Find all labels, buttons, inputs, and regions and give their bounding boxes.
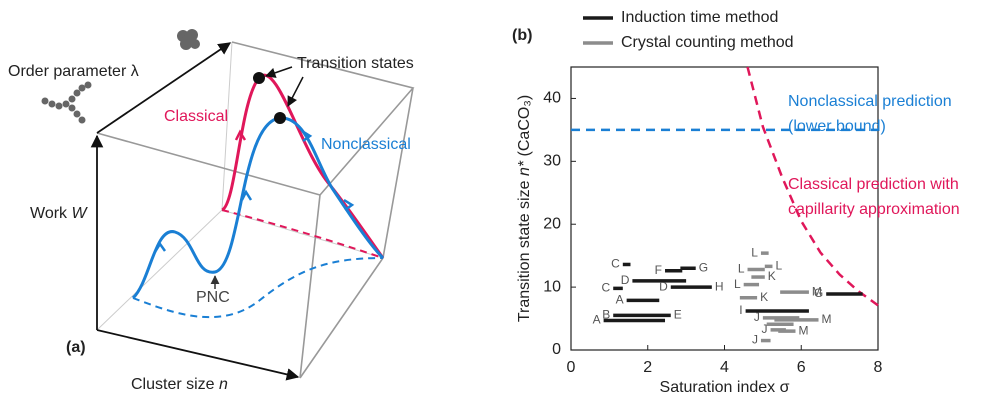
segment-label: J	[754, 310, 760, 324]
transition-state-dot	[253, 72, 265, 84]
work-variable: W	[72, 205, 89, 222]
panel-label: (a)	[66, 339, 86, 356]
y-tick-label: 0	[552, 341, 561, 358]
work-label: Work W	[30, 205, 89, 222]
segment-label: C	[602, 281, 611, 295]
y-axis-label: Transition state size n* (CaCO₃)	[516, 95, 533, 322]
cluster-size-text: Cluster size	[131, 376, 215, 393]
x-tick-label: 4	[720, 359, 729, 376]
segment-label: K	[768, 269, 776, 283]
prediction-annotation: (lower bound)	[788, 118, 886, 135]
x-axis-label: Saturation index σ	[660, 379, 790, 396]
segment-label: G	[699, 260, 708, 274]
pnc-label: PNC	[196, 289, 230, 306]
segment-label: D	[659, 279, 668, 293]
segment-label: F	[655, 263, 662, 277]
segment-label: L	[738, 262, 745, 276]
prediction-line	[746, 66, 879, 307]
transition-states-label: Transition states	[297, 55, 414, 72]
segment-label: J	[752, 333, 758, 347]
y-tick-label: 40	[543, 90, 561, 107]
cluster-icon	[177, 29, 200, 50]
y-tick-label: 30	[543, 153, 561, 170]
prediction-annotation: Classical prediction with	[788, 176, 959, 193]
y-tick-label: 10	[543, 278, 561, 295]
nonclassical-projection	[132, 257, 384, 319]
curve-arrows	[153, 129, 355, 253]
segment-label: B	[602, 308, 610, 322]
cluster-size-variable: n	[219, 376, 228, 393]
segment-label: I	[739, 303, 742, 317]
y-axis-label-unit: (CaCO₃)	[516, 95, 533, 157]
cluster-size-label: Cluster size n	[131, 376, 228, 393]
segment-label: C	[611, 257, 620, 271]
prediction-annotation: capillarity approximation	[788, 201, 960, 218]
classical-curve	[221, 73, 385, 259]
x-tick-label: 0	[567, 359, 576, 376]
segment-label: H	[715, 279, 724, 293]
panel-label: (b)	[512, 27, 532, 44]
prediction-annotation: Nonclassical prediction	[788, 93, 952, 110]
axes-arrows	[90, 42, 300, 381]
segment-label: M	[812, 284, 822, 298]
classical-label: Classical	[164, 108, 228, 125]
x-tick-label: 8	[874, 359, 883, 376]
label-arrows	[210, 66, 304, 289]
segment-label: M	[822, 312, 832, 326]
segment-label: G	[814, 286, 823, 300]
segment-label: K	[760, 290, 768, 304]
segment-label: L	[751, 245, 758, 259]
segment-label: A	[593, 313, 601, 327]
segment-label: L	[775, 259, 782, 273]
segment-label: M	[798, 323, 808, 337]
order-parameter-label: Order parameter λ	[8, 63, 139, 80]
segment-label: D	[621, 273, 630, 287]
y-tick-label: 20	[543, 215, 561, 232]
classical-projection	[221, 209, 384, 259]
x-tick-label: 2	[643, 359, 652, 376]
legend-label: Crystal counting method	[621, 34, 794, 51]
x-tick-label: 6	[797, 359, 806, 376]
transition-state-dot	[274, 112, 286, 124]
legend-label: Induction time method	[621, 9, 778, 26]
segment-label: J	[762, 322, 768, 336]
nonclassical-curve	[131, 116, 385, 300]
segment-label: L	[734, 277, 741, 291]
panel-a: Order parameter λ Transition states Clas…	[8, 29, 415, 393]
y-axis-label-text: Transition state size	[516, 180, 533, 322]
y-axis-label-variable: n*	[516, 160, 533, 176]
segment-label: E	[674, 308, 682, 322]
box-edges	[96, 41, 415, 379]
segment-label: A	[616, 292, 624, 306]
nonclassical-label: Nonclassical	[321, 136, 411, 153]
chain-icon	[41, 81, 92, 124]
work-text: Work	[30, 205, 68, 222]
